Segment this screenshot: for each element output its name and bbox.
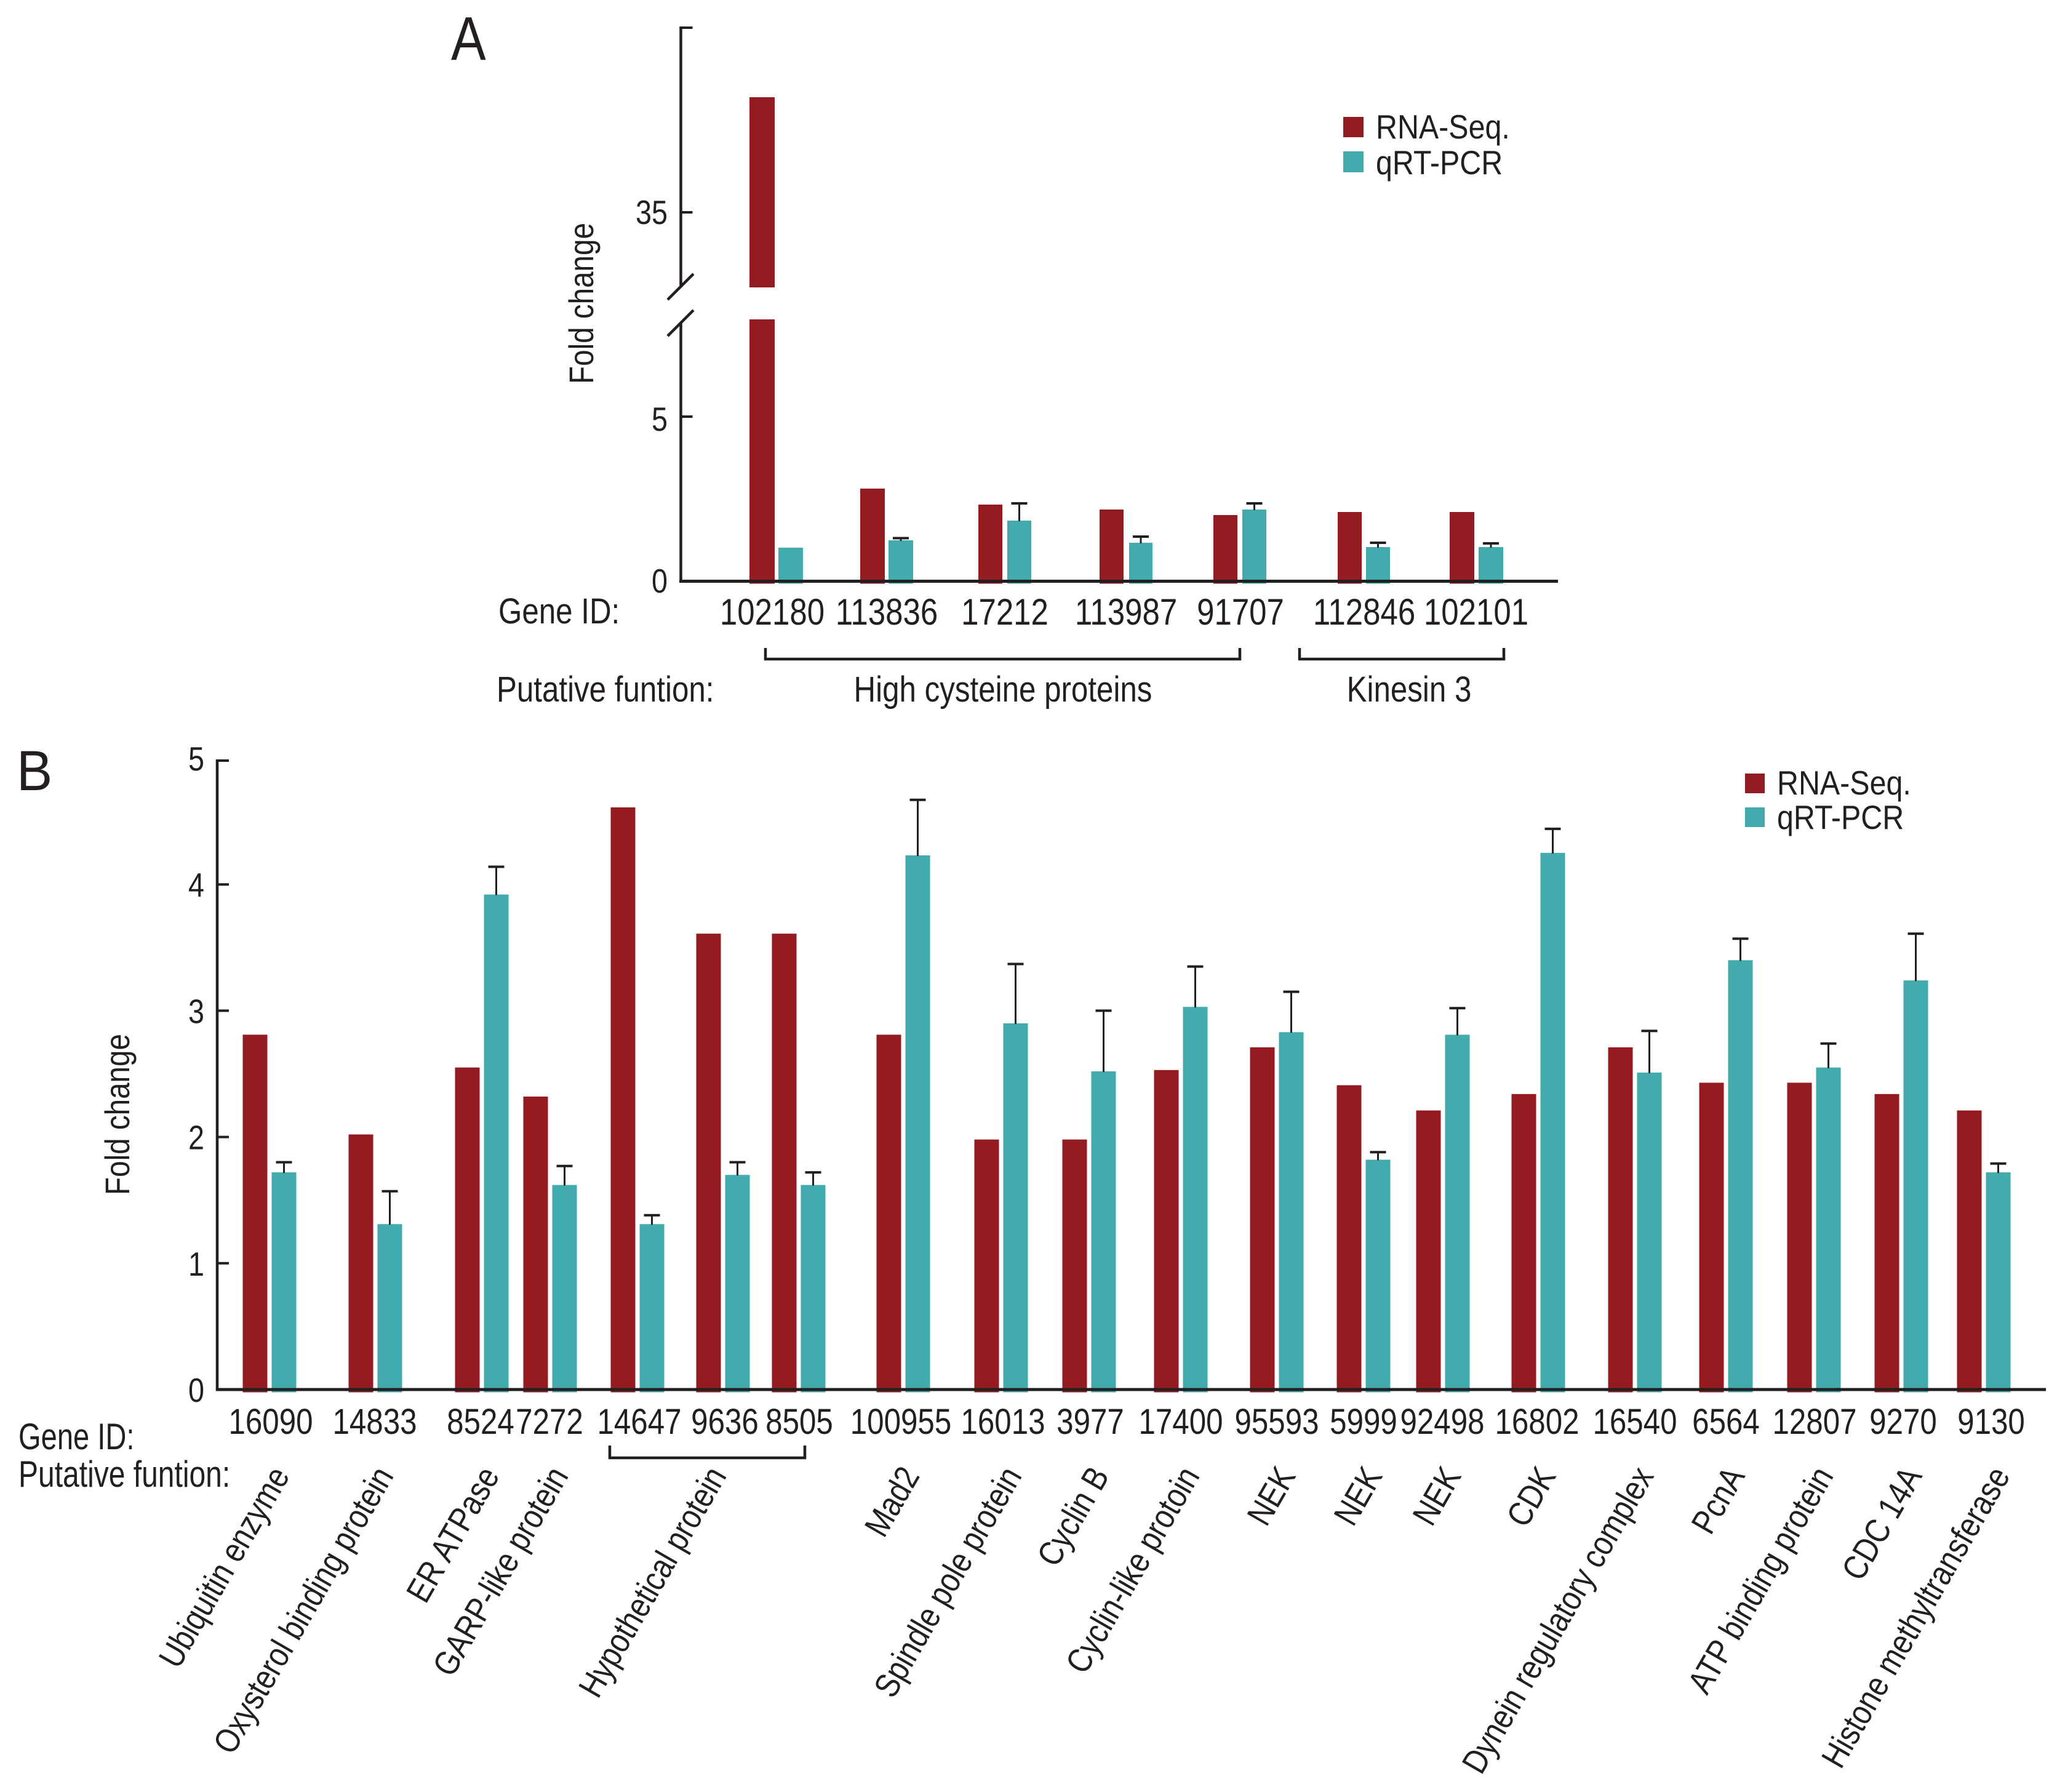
svg-text:Fold change: Fold change	[98, 1034, 137, 1195]
svg-text:16540: 16540	[1592, 1402, 1677, 1442]
svg-text:92498: 92498	[1400, 1402, 1484, 1442]
svg-text:Gene ID:: Gene ID:	[498, 591, 620, 631]
svg-text:4: 4	[188, 866, 204, 904]
svg-text:7272: 7272	[516, 1402, 583, 1442]
svg-text:3: 3	[188, 993, 204, 1030]
svg-text:91707: 91707	[1197, 591, 1284, 633]
svg-text:Putative funtion:: Putative funtion:	[497, 670, 714, 710]
svg-text:5: 5	[188, 740, 204, 777]
svg-text:B: B	[17, 740, 52, 803]
svg-text:qRT-PCR: qRT-PCR	[1376, 143, 1503, 182]
svg-text:16802: 16802	[1495, 1402, 1579, 1442]
svg-text:113836: 113836	[836, 591, 938, 633]
svg-text:1: 1	[188, 1245, 204, 1282]
svg-text:35: 35	[636, 193, 668, 231]
svg-text:16013: 16013	[961, 1402, 1045, 1442]
svg-text:12807: 12807	[1772, 1402, 1856, 1442]
svg-text:5: 5	[652, 400, 668, 438]
svg-text:17400: 17400	[1138, 1402, 1223, 1442]
svg-text:Gene ID:: Gene ID:	[18, 1417, 134, 1458]
svg-text:95593: 95593	[1234, 1402, 1319, 1442]
svg-text:RNA-Seq.: RNA-Seq.	[1777, 764, 1911, 802]
svg-text:9636: 9636	[691, 1402, 759, 1442]
svg-text:0: 0	[188, 1371, 204, 1409]
svg-text:9270: 9270	[1869, 1402, 1937, 1442]
svg-text:High cysteine proteins: High cysteine proteins	[854, 670, 1152, 710]
svg-text:102101: 102101	[1424, 591, 1528, 633]
svg-text:17212: 17212	[961, 591, 1048, 633]
svg-text:112846: 112846	[1313, 591, 1415, 633]
svg-text:Putative funtion:: Putative funtion:	[18, 1454, 230, 1495]
svg-text:14833: 14833	[332, 1402, 417, 1442]
svg-text:5999: 5999	[1330, 1402, 1397, 1442]
svg-text:A: A	[451, 4, 486, 73]
svg-text:qRT-PCR: qRT-PCR	[1777, 798, 1904, 836]
svg-text:Kinesin 3: Kinesin 3	[1347, 670, 1472, 710]
svg-text:102180: 102180	[720, 591, 825, 633]
svg-text:100955: 100955	[850, 1402, 951, 1442]
svg-text:Fold change: Fold change	[562, 223, 601, 384]
svg-text:6564: 6564	[1692, 1402, 1760, 1442]
svg-text:0: 0	[652, 562, 668, 599]
svg-text:RNA-Seq.: RNA-Seq.	[1376, 108, 1510, 146]
svg-text:14647: 14647	[597, 1402, 681, 1442]
svg-text:3977: 3977	[1056, 1402, 1124, 1442]
svg-text:8505: 8505	[765, 1402, 833, 1442]
svg-text:2: 2	[188, 1119, 204, 1156]
svg-text:16090: 16090	[228, 1402, 313, 1442]
svg-text:113987: 113987	[1075, 591, 1177, 633]
svg-text:8524: 8524	[447, 1402, 514, 1442]
svg-text:9130: 9130	[1957, 1402, 2025, 1442]
